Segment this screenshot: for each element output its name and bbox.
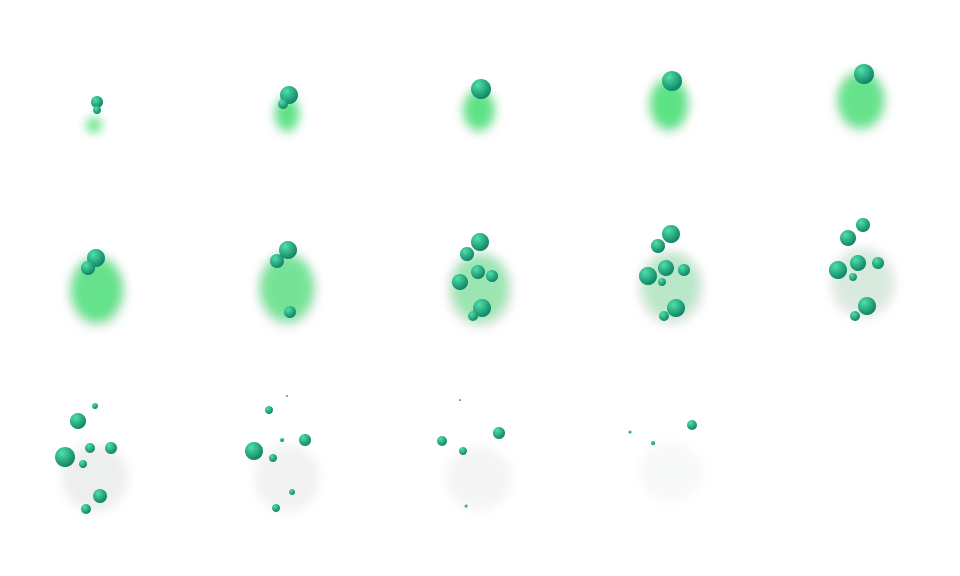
debris-sphere bbox=[687, 420, 697, 430]
debris-sphere bbox=[270, 254, 284, 268]
debris-sphere bbox=[667, 299, 685, 317]
debris-sphere bbox=[493, 427, 505, 439]
debris-sphere bbox=[286, 395, 288, 397]
debris-sphere bbox=[280, 438, 284, 442]
debris-sphere bbox=[269, 454, 277, 462]
debris-sphere bbox=[265, 406, 273, 414]
debris-sphere bbox=[471, 233, 489, 251]
debris-sphere bbox=[299, 434, 311, 446]
debris-sphere bbox=[284, 306, 296, 318]
animation-frame-3 bbox=[461, 79, 497, 136]
debris-sphere bbox=[856, 218, 870, 232]
debris-sphere bbox=[473, 299, 491, 317]
debris-sphere bbox=[289, 489, 295, 495]
animation-frame-13 bbox=[437, 399, 512, 510]
debris-sphere bbox=[658, 260, 674, 276]
animation-frame-9 bbox=[638, 225, 704, 326]
debris-sphere bbox=[452, 274, 468, 290]
animation-frame-5 bbox=[834, 64, 888, 135]
smoke-cloud-green bbox=[86, 117, 102, 133]
smoke-cloud-green bbox=[650, 78, 688, 130]
debris-sphere bbox=[245, 442, 263, 460]
smoke-cloud-green bbox=[71, 257, 123, 323]
debris-sphere bbox=[464, 504, 468, 508]
smoke-cloud-green bbox=[838, 71, 884, 129]
debris-sphere bbox=[658, 278, 666, 286]
debris-sphere bbox=[659, 311, 669, 321]
animation-frame-10 bbox=[829, 218, 896, 321]
debris-sphere bbox=[437, 436, 447, 446]
debris-sphere bbox=[486, 270, 498, 282]
debris-sphere bbox=[468, 311, 478, 321]
debris-sphere bbox=[854, 64, 874, 84]
animation-frame-14 bbox=[628, 420, 703, 502]
animation-frame-6 bbox=[67, 249, 127, 330]
animation-frame-12 bbox=[245, 395, 320, 512]
debris-sphere bbox=[459, 399, 461, 401]
debris-sphere bbox=[81, 261, 95, 275]
debris-sphere bbox=[93, 106, 101, 114]
debris-sphere bbox=[459, 447, 467, 455]
debris-sphere bbox=[105, 442, 117, 454]
debris-sphere bbox=[91, 96, 103, 108]
debris-sphere bbox=[471, 79, 491, 99]
debris-sphere bbox=[81, 504, 91, 514]
debris-sphere bbox=[628, 430, 632, 434]
debris-sphere bbox=[858, 297, 876, 315]
animation-frame-1 bbox=[86, 96, 103, 133]
debris-sphere bbox=[272, 504, 280, 512]
debris-sphere bbox=[85, 443, 95, 453]
animation-frame-4 bbox=[647, 71, 691, 136]
smoke-cloud-green bbox=[463, 89, 495, 131]
debris-sphere bbox=[79, 460, 87, 468]
animation-frame-11 bbox=[55, 403, 128, 514]
animation-frame-7 bbox=[256, 241, 318, 329]
debris-sphere bbox=[471, 265, 485, 279]
debris-sphere bbox=[850, 255, 866, 271]
debris-sphere bbox=[639, 267, 657, 285]
smoke-cloud-green bbox=[260, 254, 314, 322]
debris-sphere bbox=[849, 273, 857, 281]
debris-sphere bbox=[70, 413, 86, 429]
smoke-cloud-gray bbox=[254, 444, 320, 512]
debris-sphere bbox=[829, 261, 847, 279]
debris-sphere bbox=[460, 247, 474, 261]
smoke-cloud-gray bbox=[62, 444, 128, 512]
debris-sphere bbox=[92, 403, 98, 409]
animation-frame-2 bbox=[273, 86, 301, 136]
debris-sphere bbox=[55, 447, 75, 467]
animation-frame-8 bbox=[447, 233, 513, 329]
smoke-cloud-gray bbox=[639, 442, 703, 502]
debris-sphere bbox=[662, 225, 680, 243]
smoke-cloud-gray bbox=[446, 446, 512, 510]
debris-sphere bbox=[278, 99, 288, 109]
debris-sphere bbox=[840, 230, 856, 246]
debris-sphere bbox=[872, 257, 884, 269]
debris-sphere bbox=[662, 71, 682, 91]
debris-sphere bbox=[279, 241, 297, 259]
debris-sphere bbox=[678, 264, 690, 276]
debris-sphere bbox=[93, 489, 107, 503]
debris-sphere bbox=[850, 311, 860, 321]
debris-sphere bbox=[651, 239, 665, 253]
debris-sphere bbox=[651, 441, 655, 445]
